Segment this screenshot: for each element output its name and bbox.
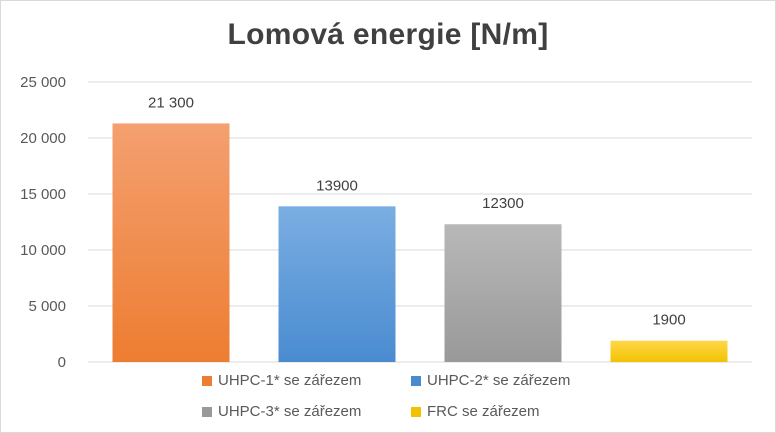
chart-title: Lomová energie [N/m] <box>227 18 549 51</box>
y-tick-label: 5 000 <box>28 298 66 315</box>
legend-item: FRC se zářezem <box>411 403 540 420</box>
y-tick-label: 20 000 <box>20 130 66 147</box>
legend-label: FRC se zářezem <box>427 403 540 420</box>
legend-item: UHPC-1* se zářezem <box>202 372 361 389</box>
bar-2 <box>278 206 396 362</box>
chart-legend: UHPC-1* se zářezem UHPC-2* se zářezem UHPC… <box>0 368 776 428</box>
legend-swatch <box>202 406 212 417</box>
bar-3 <box>444 224 562 362</box>
y-tick-label: 25 000 <box>20 74 66 91</box>
legend-swatch <box>411 406 421 417</box>
legend-item: UHPC-2* se zářezem <box>411 372 570 389</box>
legend-swatch <box>411 375 421 386</box>
y-tick-label: 0 <box>58 354 66 371</box>
y-tick-label: 10 000 <box>20 242 66 259</box>
data-label: 13900 <box>316 177 358 194</box>
legend-swatch <box>202 375 212 386</box>
legend-label: UHPC-3* se zářezem <box>218 403 362 420</box>
legend-item: UHPC-3* se zářezem <box>202 403 361 420</box>
bar-4 <box>610 340 728 362</box>
data-label: 12300 <box>482 195 524 212</box>
data-label: 1900 <box>652 312 685 329</box>
legend-label: UHPC-1* se zářezem <box>218 372 362 389</box>
y-tick-label: 15 000 <box>20 186 66 203</box>
bar-1 <box>112 123 230 362</box>
legend-label: UHPC-2* se zářezem <box>427 372 571 389</box>
data-label: 21 300 <box>148 94 194 111</box>
